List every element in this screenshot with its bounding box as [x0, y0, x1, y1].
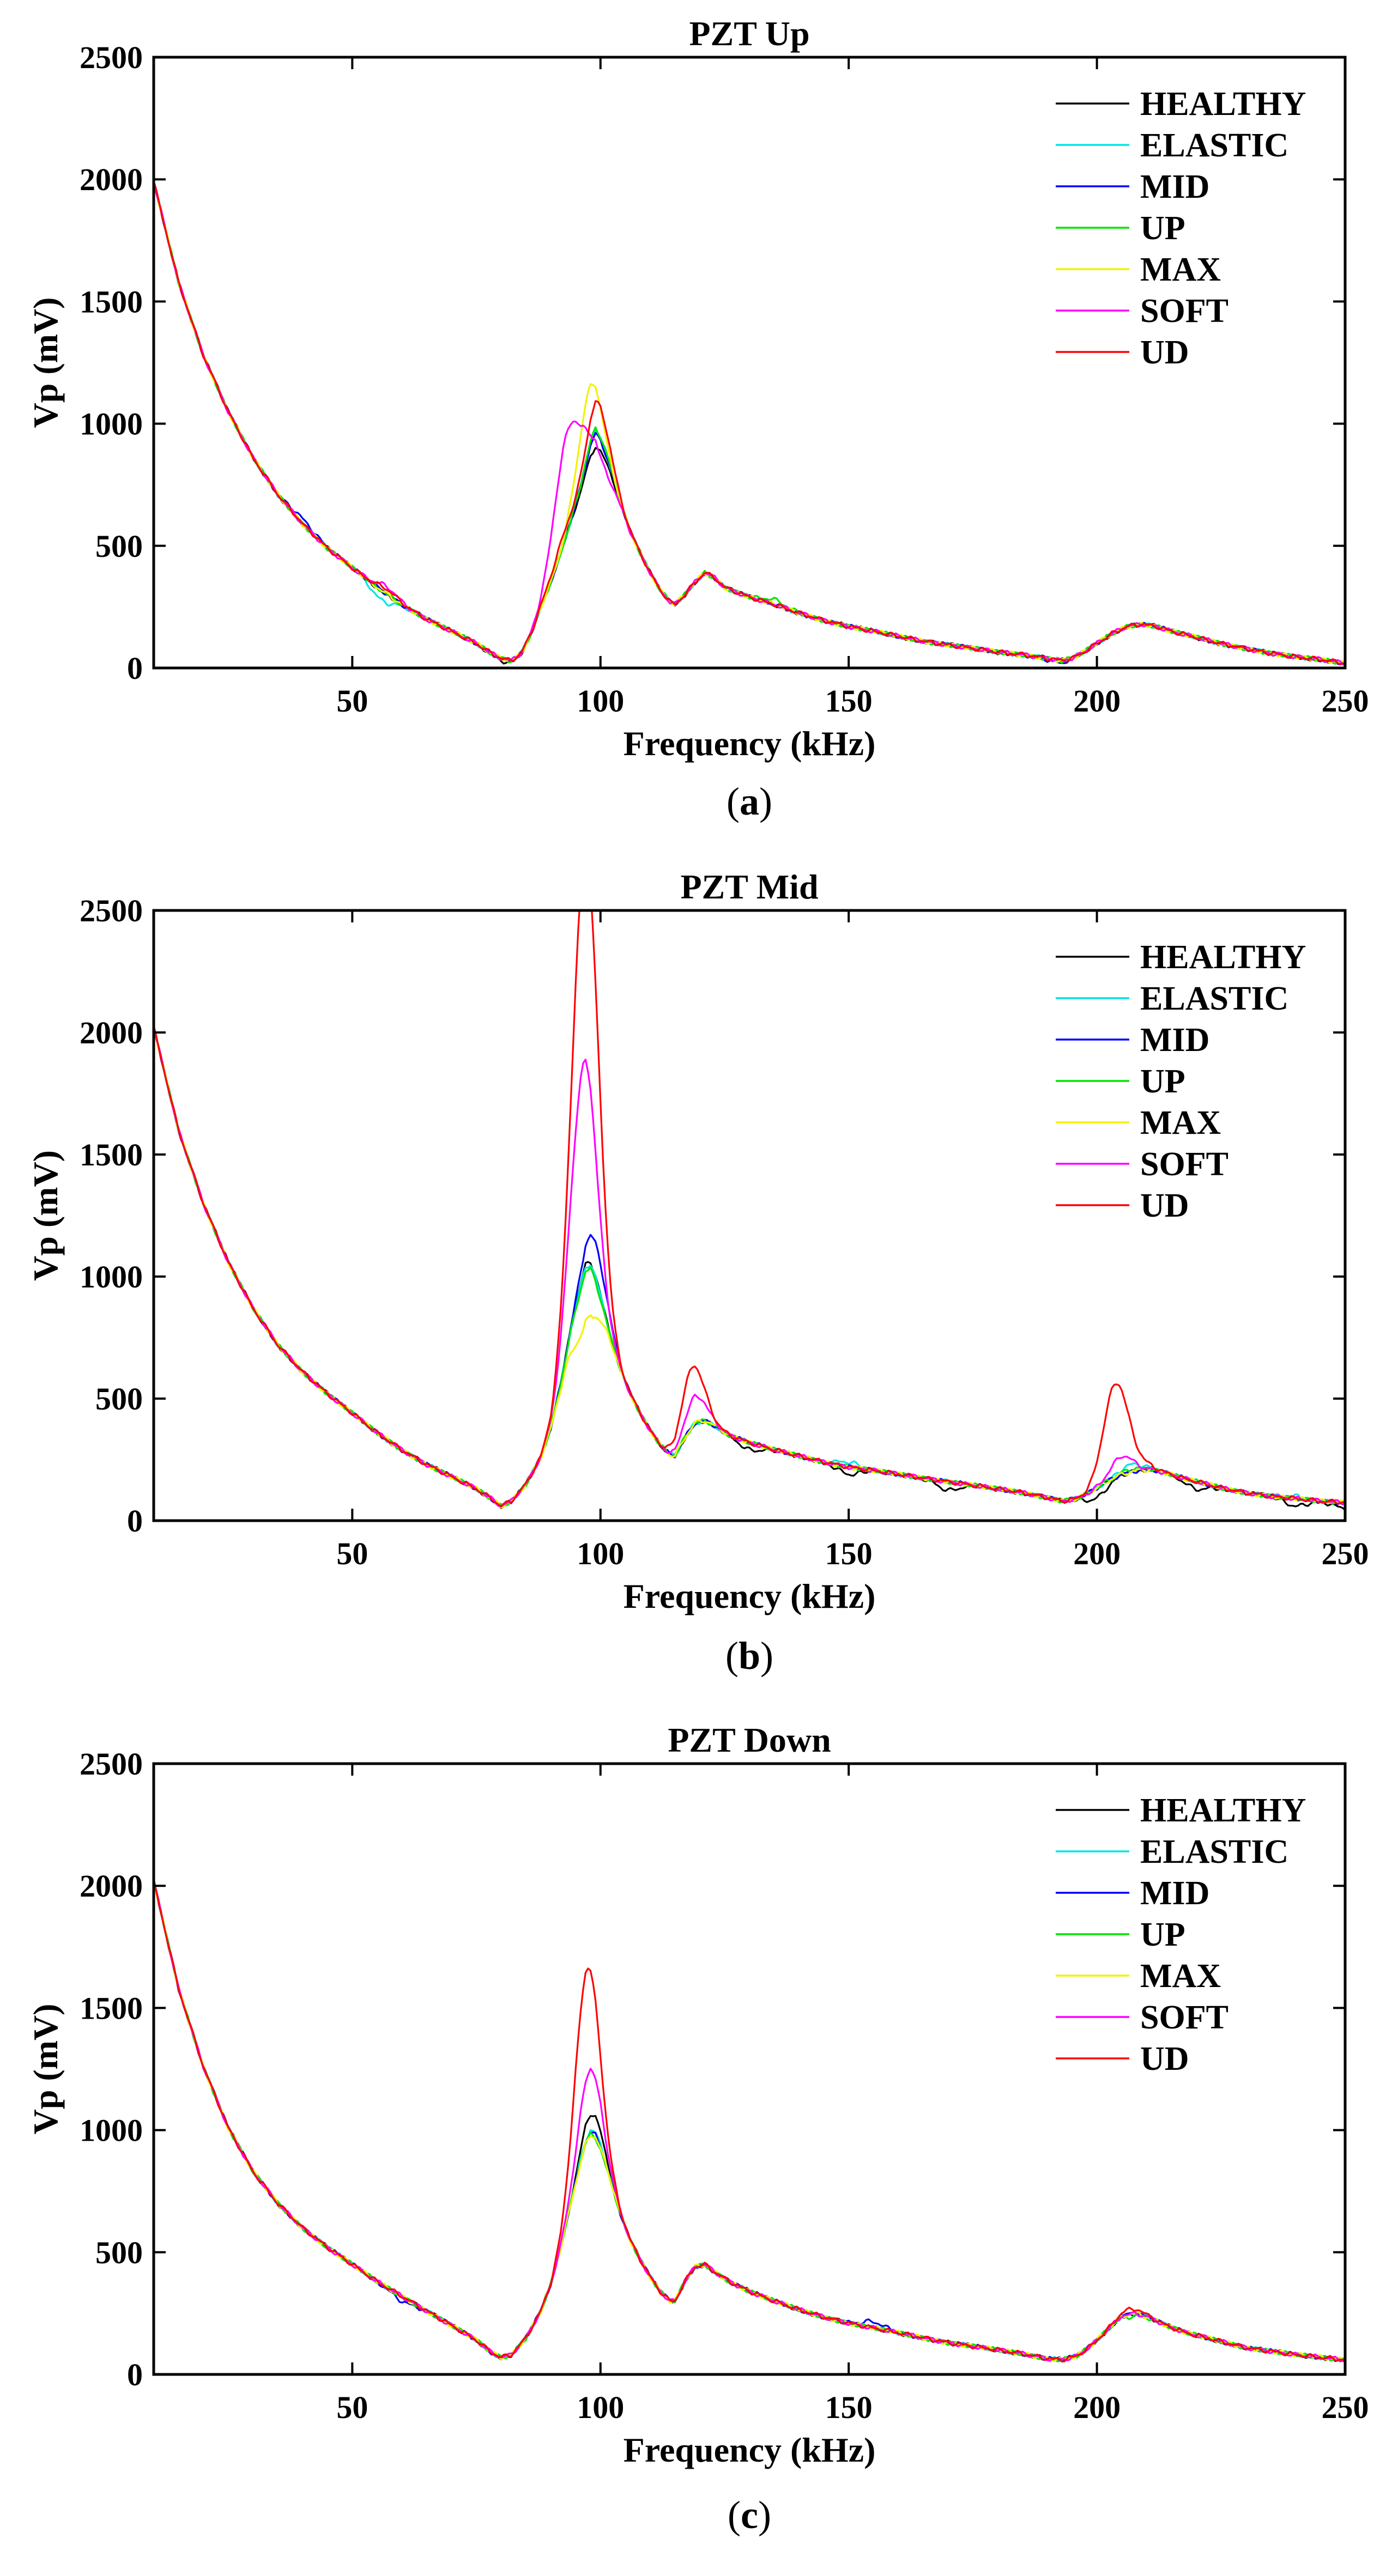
- x-tick-label: 150: [825, 683, 873, 719]
- chart-panel-1: 0 500 1000 1500 2000 2500 50 100 150 200 250 PZT Up…: [26, 14, 1369, 823]
- series-group: [154, 1878, 1345, 2363]
- x-tick-label: 250: [1322, 2390, 1369, 2425]
- legend-label-ud: UD: [1140, 1187, 1189, 1224]
- legend-label-mid: MID: [1140, 168, 1209, 205]
- legend-label-max: MAX: [1140, 1958, 1221, 1995]
- y-tick-label: 0: [127, 651, 143, 686]
- series-line-ud: [154, 910, 1345, 1508]
- x-tick-label: 50: [336, 2390, 368, 2425]
- y-tick-label: 2000: [80, 1015, 143, 1050]
- x-tick-label: 100: [577, 2390, 624, 2425]
- x-tick-label: 200: [1073, 1536, 1121, 1571]
- chart-title: PZT Down: [668, 1721, 831, 1759]
- x-tick-label: 200: [1073, 683, 1121, 719]
- y-tick-label: 500: [95, 2235, 143, 2270]
- legend-label-max: MAX: [1140, 1104, 1221, 1141]
- plot-frame: [152, 909, 1347, 1522]
- legend-label-max: MAX: [1140, 251, 1221, 288]
- series-line-ud: [154, 1878, 1345, 2363]
- series-line-ud: [154, 181, 1345, 666]
- y-tick-label: 1500: [80, 284, 143, 319]
- legend-label-healthy: HEALTHY: [1140, 939, 1306, 976]
- legend-label-up: UP: [1140, 1916, 1185, 1953]
- y-tick-label: 2000: [80, 162, 143, 197]
- y-tick-label: 0: [127, 2357, 143, 2392]
- y-tick-label: 1000: [80, 2113, 143, 2148]
- x-tick-label: 150: [825, 1536, 873, 1571]
- x-tick-label: 50: [336, 1536, 368, 1571]
- series-group: [154, 180, 1345, 666]
- legend-label-soft: SOFT: [1140, 1999, 1228, 2036]
- y-tick-label: 1500: [80, 1137, 143, 1172]
- y-tick-label: 500: [95, 528, 143, 564]
- chart-title: PZT Mid: [680, 867, 818, 906]
- y-tick-label: 1000: [80, 1259, 143, 1295]
- chart-panel-2: 0 500 1000 1500 2000 2500 50 100 150 200 250 PZT Mi…: [26, 867, 1369, 1678]
- series-line-healthy: [154, 1028, 1345, 1511]
- panel-caption: (c): [728, 2493, 771, 2537]
- x-tick-label: 100: [577, 1536, 624, 1571]
- x-axis-label: Frequency (kHz): [624, 2431, 876, 2469]
- legend-label-elastic: ELASTIC: [1140, 1833, 1288, 1870]
- y-tick-label: 2500: [80, 1746, 143, 1782]
- y-tick-label: 2500: [80, 40, 143, 75]
- y-tick-label: 500: [95, 1381, 143, 1417]
- y-axis-label: Vp (mV): [26, 2004, 65, 2135]
- y-tick-label: 1500: [80, 1990, 143, 2026]
- legend-label-healthy: HEALTHY: [1140, 1792, 1306, 1829]
- x-axis-label: Frequency (kHz): [624, 1577, 876, 1615]
- series-line-max: [154, 1028, 1345, 1509]
- legend-label-ud: UD: [1140, 334, 1189, 371]
- legend-label-ud: UD: [1140, 2040, 1189, 2077]
- legend-label-up: UP: [1140, 1063, 1185, 1100]
- plot-frame: [152, 56, 1347, 670]
- y-tick-label: 2500: [80, 893, 143, 928]
- y-tick-label: 0: [127, 1503, 143, 1539]
- series-line-soft: [154, 1882, 1345, 2362]
- y-axis-label: Vp (mV): [26, 1150, 65, 1281]
- series-group: [154, 910, 1345, 1511]
- plot-frame: [152, 1762, 1347, 2376]
- x-axis-label: Frequency (kHz): [624, 724, 876, 763]
- legend-label-mid: MID: [1140, 1875, 1209, 1912]
- chart-title: PZT Up: [689, 14, 809, 53]
- y-tick-label: 2000: [80, 1868, 143, 1904]
- y-tick-label: 1000: [80, 406, 143, 442]
- y-axis-label: Vp (mV): [26, 297, 65, 428]
- panel-caption: (b): [725, 1634, 773, 1678]
- legend-label-elastic: ELASTIC: [1140, 980, 1288, 1017]
- x-tick-label: 100: [577, 683, 624, 719]
- x-tick-label: 50: [336, 683, 368, 719]
- legend-label-soft: SOFT: [1140, 1146, 1228, 1183]
- series-line-soft: [154, 1029, 1345, 1508]
- x-tick-label: 250: [1322, 1536, 1369, 1571]
- panel-caption: (a): [727, 780, 772, 823]
- legend-label-mid: MID: [1140, 1022, 1209, 1059]
- chart-panel-3: 0 500 1000 1500 2000 2500 50 100 150 200 250 PZT Do…: [26, 1721, 1369, 2537]
- x-tick-label: 250: [1322, 683, 1369, 719]
- legend-label-healthy: HEALTHY: [1140, 86, 1306, 123]
- legend-label-elastic: ELASTIC: [1140, 127, 1288, 164]
- legend-label-up: UP: [1140, 210, 1185, 247]
- x-tick-label: 200: [1073, 2390, 1121, 2425]
- x-tick-label: 150: [825, 2390, 873, 2425]
- legend-label-soft: SOFT: [1140, 293, 1228, 330]
